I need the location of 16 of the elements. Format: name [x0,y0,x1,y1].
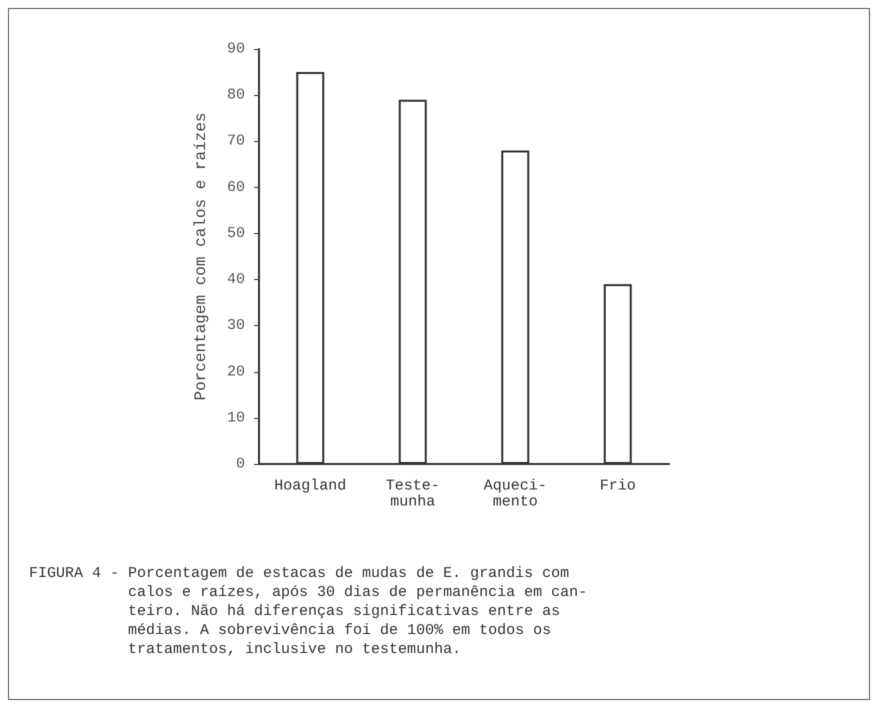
y-tick-label: 10 [226,409,245,426]
y-tick-label: 90 [226,40,245,58]
y-axis-title: Porcentagem com calos e raízes [192,112,210,401]
y-tick-label: 20 [226,363,245,380]
y-tick-label: 0 [236,456,245,472]
x-tick-label: Hoagland [274,478,346,494]
x-tick-label: Aqueci- mento [484,478,547,510]
x-tick-label: Frio [600,478,636,494]
y-tick-label: 50 [226,224,245,242]
y-tick-label: 80 [226,86,245,104]
y-tick-label: 60 [226,178,245,196]
x-tick-label: Teste- munha [386,478,440,510]
y-tick-label: 30 [226,317,245,334]
y-tick-label: 40 [226,271,245,288]
text: FIGURA 4 - Porcentagem de estacas de mudas de E. grandis com calos e raízes, após 30 dias de permanência em can- teiro. Não há diferenças significativas entre as médias. A sobrevivência foi de 100% em todos os tratamentos, inclusive no testemunha. [29,565,588,658]
y-tick-label: 70 [226,132,245,150]
